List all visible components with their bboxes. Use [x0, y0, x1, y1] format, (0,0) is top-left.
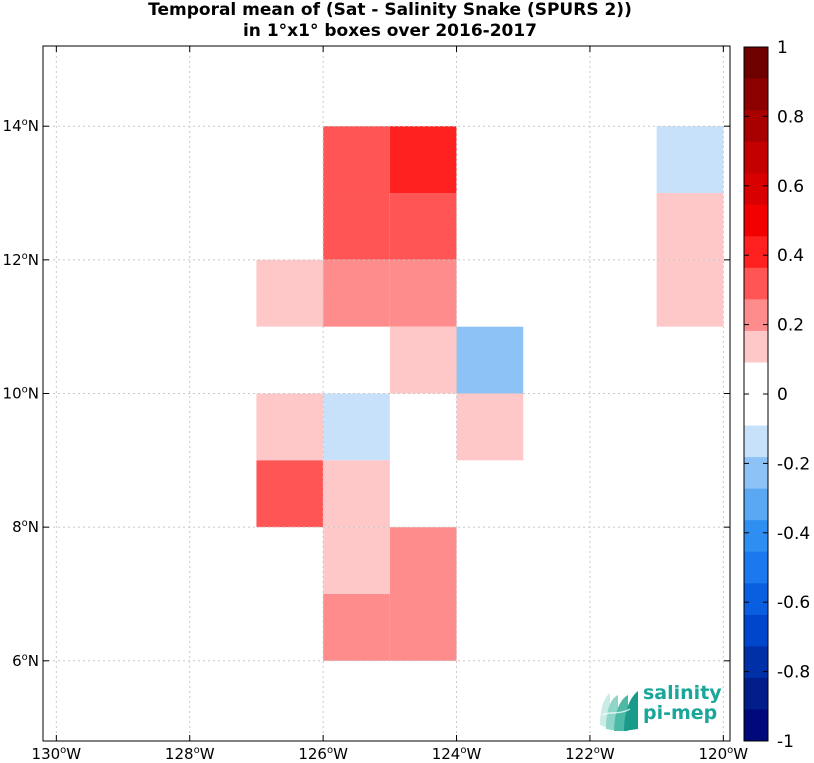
logo-text: salinity pi-mep: [643, 683, 722, 723]
heatmap-cell: [323, 460, 390, 528]
colorbar-segment: [744, 173, 768, 206]
colorbar-tick-label: -0.4: [777, 524, 810, 544]
heatmap-cell: [323, 393, 390, 461]
heatmap-cell: [656, 126, 724, 194]
title-line-1: Temporal mean of (Sat - Salinity Snake (…: [148, 0, 632, 20]
colorbar-tick-label: 0.4: [777, 246, 804, 266]
colorbar-tick-label: -0.8: [777, 663, 810, 683]
heatmap-cell: [456, 326, 524, 394]
heatmap-cell: [389, 527, 457, 594]
heatmap-cell: [389, 593, 457, 661]
colorbar-tick-label: 0.6: [777, 177, 804, 197]
colorbar-segment: [744, 646, 768, 679]
heatmap-cell: [389, 259, 457, 327]
heatmap-cell: [323, 259, 390, 327]
heatmap-cell: [323, 126, 390, 194]
colorbar-tick-label: -1: [777, 732, 794, 752]
title-line-2: in 1°x1° boxes over 2016-2017: [242, 21, 538, 41]
colorbar-segment: [744, 267, 768, 300]
heatmap-cell: [389, 193, 457, 260]
heatmap-cell: [456, 393, 524, 461]
heatmap-cell: [323, 193, 390, 260]
colorbar-tick-label: 1: [777, 38, 788, 58]
y-tick-label: 12oN: [3, 251, 39, 269]
colorbar-segment: [744, 551, 768, 584]
colorbar-tick-label: -0.2: [777, 454, 810, 474]
colorbar-segment: [744, 47, 768, 80]
colorbar-segment: [744, 677, 768, 710]
colorbar-segment: [744, 457, 768, 490]
colorbar-tick-label: 0.8: [777, 107, 804, 127]
colorbar-segment: [744, 520, 768, 553]
x-tick-label: 120oW: [699, 745, 749, 763]
heatmap-cell: [256, 259, 324, 327]
heatmap-cell: [323, 593, 390, 661]
chart-title: Temporal mean of (Sat - Salinity Snake (…: [0, 0, 780, 42]
heatmap-cell: [389, 326, 457, 394]
x-tick-label: 130oW: [32, 745, 82, 763]
colorbar-segment: [744, 709, 768, 742]
y-tick-label: 14oN: [3, 117, 39, 135]
colorbar-segment: [744, 110, 768, 143]
colorbar-tick-label: -0.6: [777, 593, 810, 613]
heatmap-cell: [256, 393, 324, 461]
x-tick-label: 122oW: [565, 745, 615, 763]
y-tick-label: 8oN: [12, 518, 39, 536]
logo-line-1: salinity: [643, 682, 722, 704]
colorbar-segment: [744, 141, 768, 174]
y-tick-label: 10oN: [3, 385, 39, 403]
logo-line-2: pi-mep: [643, 702, 718, 724]
colorbar-segment: [744, 614, 768, 647]
colorbar-segment: [744, 394, 768, 427]
salinity-pi-mep-logo: salinity pi-mep: [596, 681, 726, 731]
colorbar-segment: [744, 204, 768, 237]
heatmap-cell: [256, 460, 324, 528]
colorbar-segment: [744, 78, 768, 111]
heatmap-cell: [323, 527, 390, 594]
colorbar-segment: [744, 236, 768, 269]
x-tick-label: 124oW: [432, 745, 482, 763]
heatmap-cell: [389, 126, 457, 194]
colorbar-segment: [744, 425, 768, 458]
colorbar-segment: [744, 488, 768, 521]
colorbar-segment: [744, 583, 768, 616]
heatmap-cell: [656, 193, 724, 260]
colorbar-tick-label: 0.2: [777, 316, 804, 336]
heatmap-cell: [656, 259, 724, 327]
wave-logo-icon: [600, 691, 638, 731]
x-tick-label: 128oW: [165, 745, 215, 763]
colorbar-tick-label: 0: [777, 385, 788, 405]
y-tick-label: 6oN: [12, 652, 39, 670]
colorbar-segment: [744, 330, 768, 363]
colorbar-segment: [744, 299, 768, 332]
colorbar-segment: [744, 362, 768, 395]
x-tick-label: 126oW: [298, 745, 348, 763]
